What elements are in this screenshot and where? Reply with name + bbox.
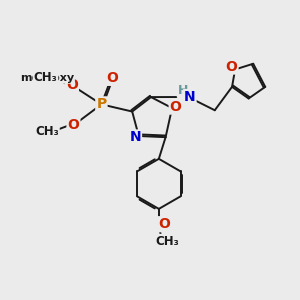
Text: CH₃: CH₃: [34, 71, 57, 84]
Text: CH₃: CH₃: [156, 235, 179, 248]
Text: H: H: [178, 84, 188, 97]
Text: N: N: [129, 130, 141, 145]
Text: P: P: [96, 98, 106, 111]
Text: O: O: [158, 217, 170, 231]
Text: methoxy: methoxy: [20, 73, 74, 83]
Text: O: O: [68, 118, 80, 132]
Text: CH₃: CH₃: [35, 125, 59, 138]
Text: O: O: [106, 71, 118, 85]
Text: N: N: [184, 90, 196, 104]
Text: O: O: [66, 78, 78, 92]
Text: O: O: [226, 59, 238, 74]
Text: O: O: [170, 100, 182, 114]
